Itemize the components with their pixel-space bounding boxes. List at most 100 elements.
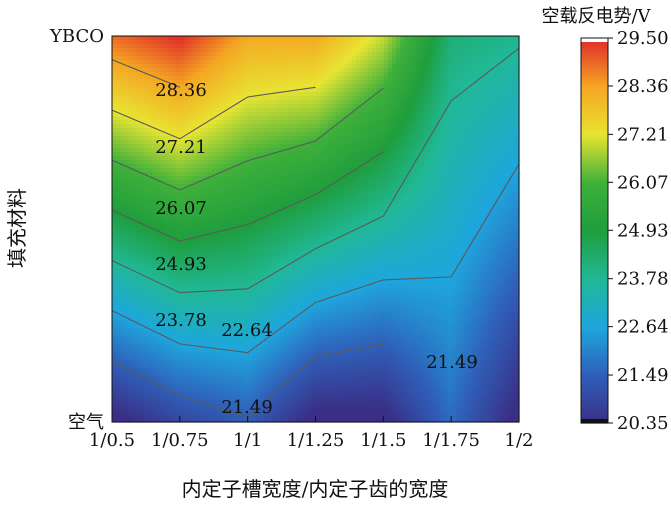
contour-cell bbox=[480, 92, 485, 97]
contour-cell bbox=[404, 112, 409, 117]
contour-cell bbox=[328, 52, 333, 57]
contour-cell bbox=[292, 176, 297, 181]
contour-cell bbox=[464, 152, 469, 157]
contour-cell bbox=[168, 120, 173, 125]
contour-cell bbox=[208, 64, 213, 69]
contour-cell bbox=[184, 164, 189, 169]
contour-cell bbox=[352, 196, 357, 201]
contour-cell bbox=[292, 192, 297, 197]
contour-cell bbox=[344, 116, 349, 121]
contour-cell bbox=[468, 80, 473, 85]
contour-cell bbox=[280, 80, 285, 85]
contour-cell bbox=[280, 224, 285, 229]
contour-cell bbox=[444, 36, 449, 41]
contour-cell bbox=[248, 68, 253, 73]
contour-cell bbox=[424, 164, 429, 169]
contour-cell bbox=[236, 192, 241, 197]
contour-cell bbox=[376, 168, 381, 173]
contour-cell bbox=[288, 40, 293, 45]
contour-cell bbox=[316, 196, 321, 201]
contour-cell bbox=[288, 148, 293, 153]
contour-cell bbox=[228, 224, 233, 229]
contour-cell bbox=[244, 216, 249, 221]
contour-cell bbox=[364, 92, 369, 97]
contour-cell bbox=[264, 88, 269, 93]
contour-cell bbox=[148, 88, 153, 93]
contour-cell bbox=[452, 60, 457, 65]
contour-cell bbox=[476, 184, 481, 189]
contour-cell bbox=[516, 168, 520, 173]
contour-cell bbox=[124, 216, 129, 221]
contour-cell bbox=[436, 104, 441, 109]
contour-cell bbox=[148, 40, 153, 45]
contour-cell bbox=[204, 152, 209, 157]
contour-cell bbox=[248, 156, 253, 161]
contour-cell bbox=[176, 144, 181, 149]
contour-cell bbox=[172, 96, 177, 101]
contour-cell bbox=[200, 64, 205, 69]
contour-cell bbox=[396, 148, 401, 153]
contour-cell bbox=[376, 60, 381, 65]
contour-cell bbox=[368, 92, 373, 97]
contour-cell bbox=[180, 164, 185, 169]
contour-cell bbox=[452, 196, 457, 201]
contour-cell bbox=[436, 124, 441, 129]
contour-cell bbox=[336, 80, 341, 85]
contour-cell bbox=[384, 84, 389, 89]
contour-cell bbox=[276, 120, 281, 125]
contour-cell bbox=[268, 156, 273, 161]
contour-cell bbox=[240, 104, 245, 109]
contour-cell bbox=[144, 144, 149, 149]
contour-cell bbox=[440, 204, 445, 209]
contour-cell bbox=[208, 164, 213, 169]
contour-cell bbox=[164, 36, 169, 41]
contour-cell bbox=[408, 116, 413, 121]
contour-cell bbox=[124, 92, 129, 97]
contour-cell bbox=[220, 52, 225, 57]
contour-cell bbox=[280, 208, 285, 213]
contour-cell bbox=[512, 56, 517, 61]
contour-cell bbox=[292, 212, 297, 217]
contour-cell bbox=[156, 200, 161, 205]
contour-cell bbox=[328, 104, 333, 109]
contour-cell bbox=[308, 104, 313, 109]
contour-cell bbox=[152, 136, 157, 141]
contour-cell bbox=[232, 124, 237, 129]
contour-cell bbox=[264, 52, 269, 57]
contour-cell bbox=[356, 192, 361, 197]
contour-cell bbox=[304, 76, 309, 81]
contour-cell bbox=[272, 36, 277, 41]
contour-cell bbox=[436, 200, 441, 205]
contour-cell bbox=[256, 104, 261, 109]
contour-cell bbox=[496, 200, 501, 205]
contour-cell bbox=[412, 56, 417, 61]
contour-cell bbox=[404, 168, 409, 173]
contour-cell bbox=[316, 152, 321, 157]
contour-cell bbox=[208, 36, 213, 41]
contour-cell bbox=[464, 92, 469, 97]
contour-cell bbox=[160, 40, 165, 45]
contour-cell bbox=[196, 200, 201, 205]
contour-cell bbox=[256, 196, 261, 201]
contour-cell bbox=[132, 100, 137, 105]
contour-cell bbox=[252, 36, 257, 41]
contour-cell bbox=[448, 56, 453, 61]
contour-cell bbox=[116, 128, 121, 133]
contour-cell bbox=[468, 216, 473, 221]
contour-cell bbox=[392, 212, 397, 217]
contour-cell bbox=[316, 160, 321, 165]
contour-cell bbox=[160, 208, 165, 213]
contour-cell bbox=[204, 96, 209, 101]
contour-cell bbox=[292, 216, 297, 221]
contour-cell bbox=[376, 196, 381, 201]
contour-cell bbox=[232, 140, 237, 145]
contour-cell bbox=[340, 220, 345, 225]
contour-cell bbox=[412, 60, 417, 65]
contour-cell bbox=[360, 152, 365, 157]
contour-cell bbox=[236, 72, 241, 77]
contour-cell bbox=[296, 192, 301, 197]
contour-cell bbox=[416, 220, 421, 225]
contour-cell bbox=[448, 52, 453, 57]
contour-cell bbox=[444, 52, 449, 57]
contour-cell bbox=[296, 176, 301, 181]
